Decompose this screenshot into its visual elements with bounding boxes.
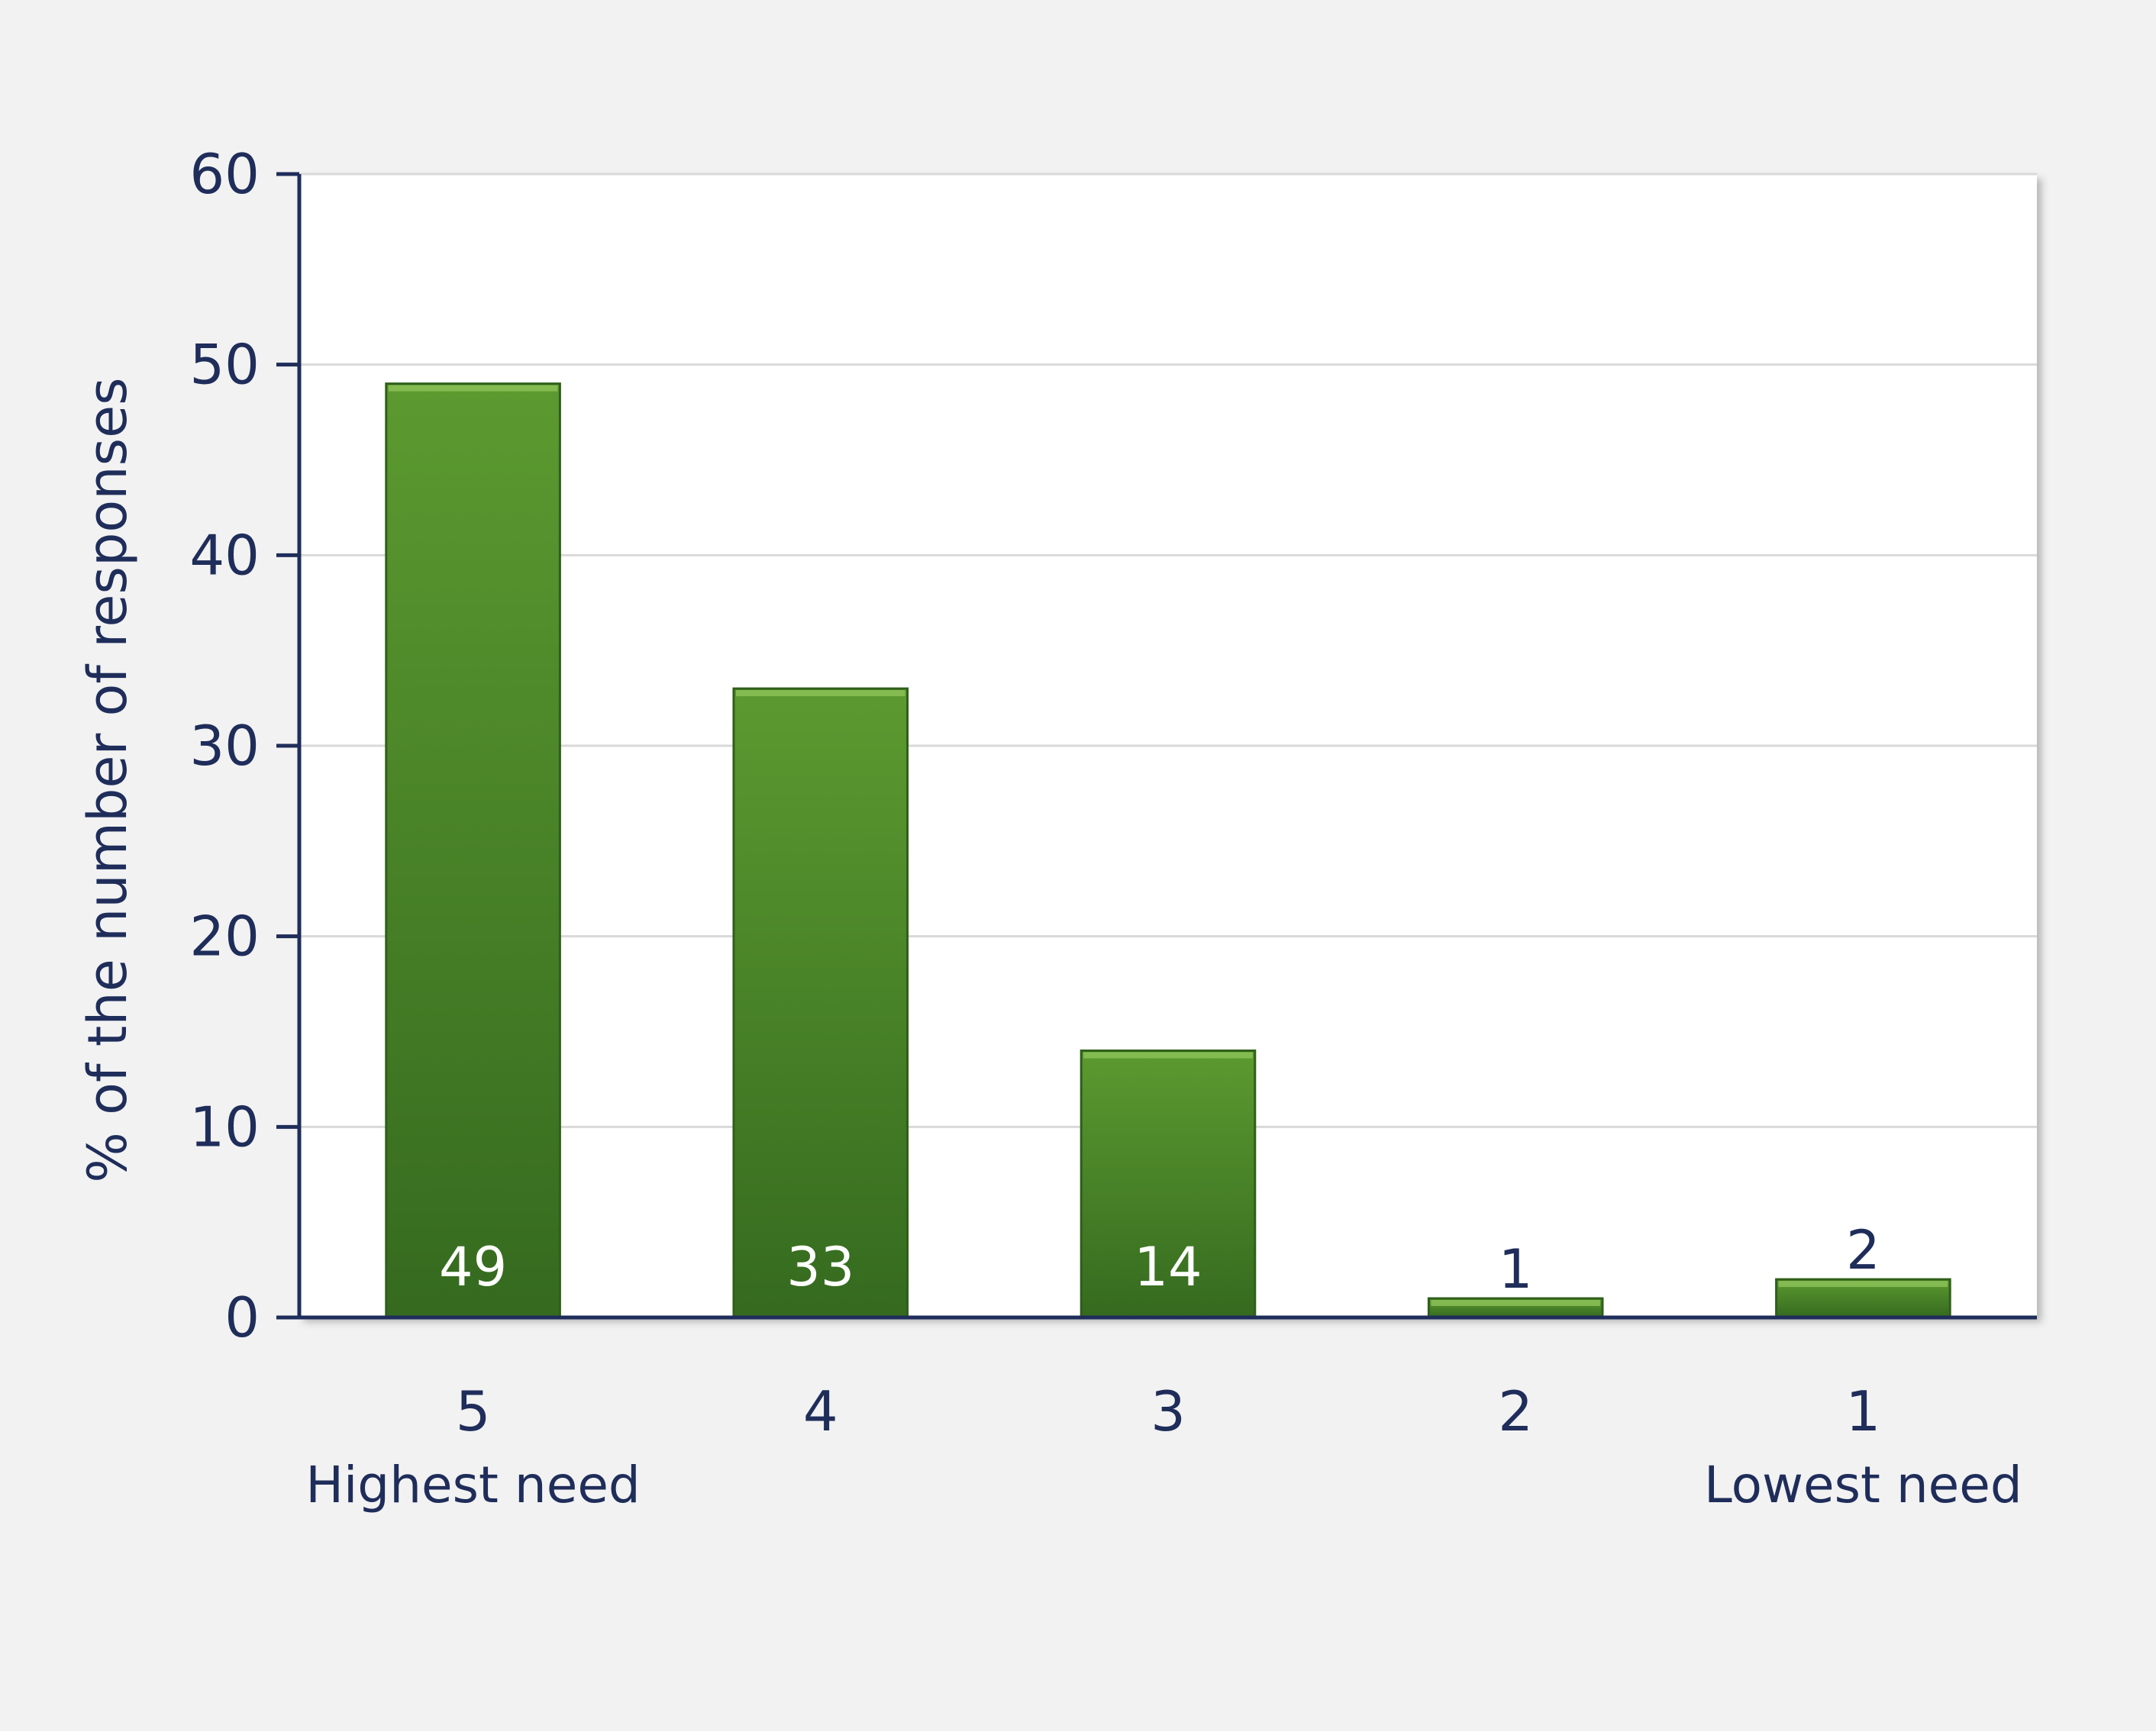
y-tick-label: 50 bbox=[189, 333, 260, 397]
x-tick-sublabel: Highest need bbox=[305, 1456, 640, 1514]
bar-highlight bbox=[1778, 1281, 1948, 1288]
bar bbox=[732, 687, 909, 1319]
axes bbox=[276, 172, 2037, 1320]
bar-highlight bbox=[388, 385, 558, 392]
x-tick-label: 2 bbox=[1498, 1379, 1533, 1443]
x-tick-label: 5 bbox=[456, 1379, 491, 1443]
bar-highlight bbox=[736, 690, 905, 697]
data-label: 2 bbox=[1846, 1219, 1880, 1282]
x-tick-label: 1 bbox=[1845, 1379, 1880, 1443]
y-tick-label: 60 bbox=[189, 142, 260, 206]
y-tick-label: 0 bbox=[224, 1285, 260, 1350]
bar-highlight bbox=[1083, 1052, 1253, 1059]
y-tick-label: 30 bbox=[189, 714, 260, 778]
y-axis-label: % of the number of responses bbox=[76, 377, 139, 1182]
y-tick-label: 20 bbox=[189, 905, 260, 969]
gridlines bbox=[299, 173, 2037, 1128]
tick-labels: 0 10 20 30 40 50 60 49 5 Highest need 33 4 14 3 1 2 2 1 Lo… bbox=[189, 142, 2022, 1514]
data-label: 1 bbox=[1499, 1238, 1533, 1301]
data-label: 33 bbox=[786, 1236, 854, 1298]
x-tick-label: 4 bbox=[803, 1379, 838, 1443]
bar-highlight bbox=[1431, 1300, 1600, 1307]
bar bbox=[385, 382, 561, 1319]
data-label: 14 bbox=[1134, 1236, 1202, 1298]
bar bbox=[1080, 1049, 1257, 1319]
bars bbox=[385, 382, 1951, 1319]
y-tick-label: 10 bbox=[189, 1095, 260, 1159]
x-tick-sublabel: Lowest need bbox=[1704, 1456, 2022, 1514]
x-tick-label: 3 bbox=[1151, 1379, 1186, 1443]
y-tick-label: 40 bbox=[189, 523, 260, 587]
data-label: 49 bbox=[439, 1236, 507, 1298]
